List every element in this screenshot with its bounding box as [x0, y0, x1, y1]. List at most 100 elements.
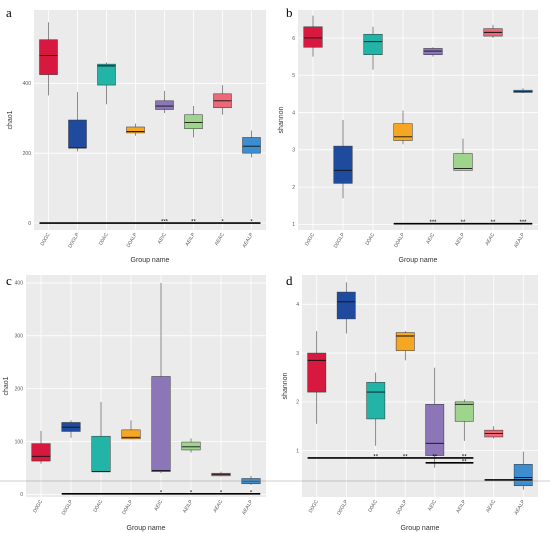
- box-AEILP: [453, 138, 473, 171]
- significance-marker: *: [190, 490, 193, 496]
- x-tick-label: AEALP: [241, 231, 255, 249]
- panel-label-a: a: [6, 5, 12, 20]
- x-tick-label: D0GC: [308, 499, 320, 514]
- box-body: [425, 404, 445, 456]
- x-tick-label: D0GLP: [67, 231, 81, 249]
- box-AEILP: [454, 399, 474, 441]
- x-tick-label: D0AC: [98, 232, 110, 247]
- x-tick-label: AEIC: [425, 232, 436, 245]
- x-tick-label: D0ALP: [395, 498, 408, 515]
- box-D0GLP: [333, 120, 353, 199]
- x-ticks: D0GC D0GLP D0AC D0ALP AEIC AEILP AEAC AEALP: [304, 231, 526, 249]
- significance-bars: *** ** * *: [39, 220, 261, 226]
- x-tick-label: D0ALP: [126, 231, 139, 248]
- x-tick-label: D0GC: [304, 232, 316, 247]
- box-body: [336, 291, 356, 320]
- box-body: [423, 48, 443, 55]
- x-tick-label: D0AC: [367, 499, 379, 514]
- significance-marker: **: [403, 454, 408, 460]
- box-D0AC: [97, 62, 116, 105]
- significance-marker: **: [491, 220, 496, 226]
- x-tick-label: AEAC: [212, 499, 224, 514]
- x-tick-label: AEAC: [485, 499, 497, 514]
- x-tick-label: AEALP: [513, 498, 527, 516]
- panel-c: c * * * * 0 100 200 300 400 D0GC D0GLP D0AC D0ALP A…: [3, 273, 266, 532]
- y-tick-label: 3: [292, 148, 295, 154]
- box-AEALP: [513, 88, 533, 94]
- y-tick-label: 400: [23, 81, 32, 87]
- significance-marker: *: [160, 490, 163, 496]
- y-tick-label: 3: [296, 351, 299, 357]
- y-ticks: 0 100 200 300 400: [15, 281, 24, 498]
- significance-bars: **********: [393, 220, 533, 226]
- box-AEILP: [184, 106, 203, 138]
- y-tick-label: 2: [296, 400, 299, 406]
- box-body: [181, 441, 201, 451]
- y-tick-label: 200: [23, 151, 32, 157]
- panel-label-c: c: [6, 273, 12, 288]
- y-axis-title: shannon: [282, 372, 289, 399]
- box-D0GC: [307, 331, 327, 424]
- box-body: [454, 401, 474, 422]
- x-tick-label: D0GLP: [61, 498, 75, 516]
- box-body: [121, 429, 141, 440]
- x-tick-label: AEAC: [484, 232, 496, 247]
- box-D0ALP: [395, 331, 415, 361]
- x-tick-label: AEALP: [241, 498, 255, 516]
- box-AEIC: [425, 367, 445, 468]
- box-body: [155, 100, 174, 110]
- y-tick-label: 2: [292, 185, 295, 191]
- box-AEAC: [483, 24, 503, 38]
- x-tick-label: D0AC: [364, 232, 376, 247]
- box-body: [513, 464, 533, 487]
- box-body: [363, 33, 383, 55]
- box-body: [39, 39, 58, 75]
- box-AEIC: [151, 282, 171, 474]
- x-axis-title: Group name: [401, 525, 440, 532]
- box-body: [303, 26, 323, 48]
- box-body: [307, 352, 327, 393]
- box-AEILP: [181, 438, 201, 453]
- x-axis-title: Group name: [131, 257, 170, 264]
- x-tick-label: D0ALP: [393, 231, 406, 248]
- boxes: [303, 15, 533, 199]
- box-body: [393, 123, 413, 141]
- box-D0ALP: [126, 123, 145, 136]
- significance-marker: ***: [429, 220, 437, 226]
- y-tick-label: 400: [15, 281, 24, 287]
- box-AEIC: [423, 47, 443, 57]
- y-tick-label: 200: [15, 386, 24, 392]
- box-D0AC: [363, 26, 383, 70]
- box-AEAC: [211, 471, 231, 477]
- significance-marker: ***: [161, 220, 169, 226]
- box-body: [151, 376, 171, 472]
- box-AEIC: [155, 91, 174, 114]
- y-tick-label: 5: [292, 73, 295, 79]
- significance-marker: *: [250, 490, 253, 496]
- y-tick-label: 100: [15, 439, 24, 445]
- box-D0GLP: [68, 92, 87, 152]
- box-body: [91, 435, 111, 472]
- box-body: [242, 137, 261, 154]
- box-D0GC: [303, 15, 323, 57]
- box-body: [333, 145, 353, 184]
- y-tick-label: 1: [296, 448, 299, 454]
- box-D0GLP: [336, 282, 356, 334]
- x-ticks: D0GC D0GLP D0AC D0ALP AEIC AEILP AEAC AEALP: [308, 498, 527, 516]
- x-tick-label: AEALP: [513, 231, 527, 249]
- significance-marker: **: [462, 459, 467, 465]
- significance-bars: **********: [307, 454, 533, 481]
- box-D0GC: [39, 22, 58, 96]
- box-D0ALP: [121, 420, 141, 440]
- significance-marker: **: [373, 454, 378, 460]
- plot-area: [26, 275, 266, 497]
- x-tick-label: AEIC: [157, 232, 168, 245]
- significance-marker: *: [250, 220, 253, 226]
- y-tick-label: 300: [15, 334, 24, 340]
- box-body: [184, 114, 203, 129]
- significance-marker: **: [432, 454, 437, 460]
- box-body: [31, 443, 51, 462]
- y-axis-title: chao1: [3, 376, 10, 395]
